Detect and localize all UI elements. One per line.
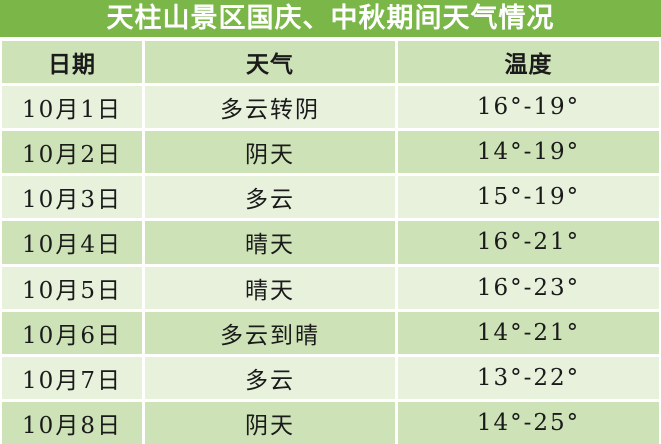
table-row: 10月1日 多云转阴 16°-19° [2, 86, 659, 129]
date-cell: 10月7日 [2, 356, 142, 399]
table-row: 10月8日 阴天 14°-25° [2, 401, 659, 444]
page-title: 天柱山景区国庆、中秋期间天气情况 [0, 0, 661, 37]
temperature-cell: 14°-19° [398, 131, 659, 174]
table-row: 10月7日 多云 13°-22° [2, 356, 659, 399]
date-cell: 10月4日 [2, 221, 142, 264]
temperature-cell: 13°-22° [398, 356, 659, 399]
date-cell: 10月2日 [2, 131, 142, 174]
table-row: 10月5日 晴天 16°-23° [2, 266, 659, 309]
weather-table: 日期 天气 温度 10月1日 多云转阴 16°-19° 10月2日 阴天 14°… [0, 41, 661, 444]
table-row: 10月2日 阴天 14°-19° [2, 131, 659, 174]
date-cell: 10月5日 [2, 266, 142, 309]
weather-cell: 多云 [145, 176, 395, 219]
temperature-cell: 16°-21° [398, 221, 659, 264]
date-cell: 10月8日 [2, 401, 142, 444]
temperature-cell: 14°-25° [398, 401, 659, 444]
date-cell: 10月6日 [2, 311, 142, 354]
table-row: 10月4日 晴天 16°-21° [2, 221, 659, 264]
temperature-cell: 16°-23° [398, 266, 659, 309]
column-header-weather: 天气 [145, 41, 395, 84]
table-row: 10月6日 多云到晴 14°-21° [2, 311, 659, 354]
weather-cell: 晴天 [145, 266, 395, 309]
date-cell: 10月3日 [2, 176, 142, 219]
weather-cell: 多云转阴 [145, 86, 395, 129]
temperature-cell: 14°-21° [398, 311, 659, 354]
column-header-temperature: 温度 [398, 41, 659, 84]
weather-cell: 阴天 [145, 131, 395, 174]
weather-cell: 多云到晴 [145, 311, 395, 354]
weather-cell: 阴天 [145, 401, 395, 444]
temperature-cell: 15°-19° [398, 176, 659, 219]
date-cell: 10月1日 [2, 86, 142, 129]
weather-cell: 多云 [145, 356, 395, 399]
weather-cell: 晴天 [145, 221, 395, 264]
column-header-date: 日期 [2, 41, 142, 84]
table-row: 10月3日 多云 15°-19° [2, 176, 659, 219]
temperature-cell: 16°-19° [398, 86, 659, 129]
table-header-row: 日期 天气 温度 [2, 41, 659, 84]
